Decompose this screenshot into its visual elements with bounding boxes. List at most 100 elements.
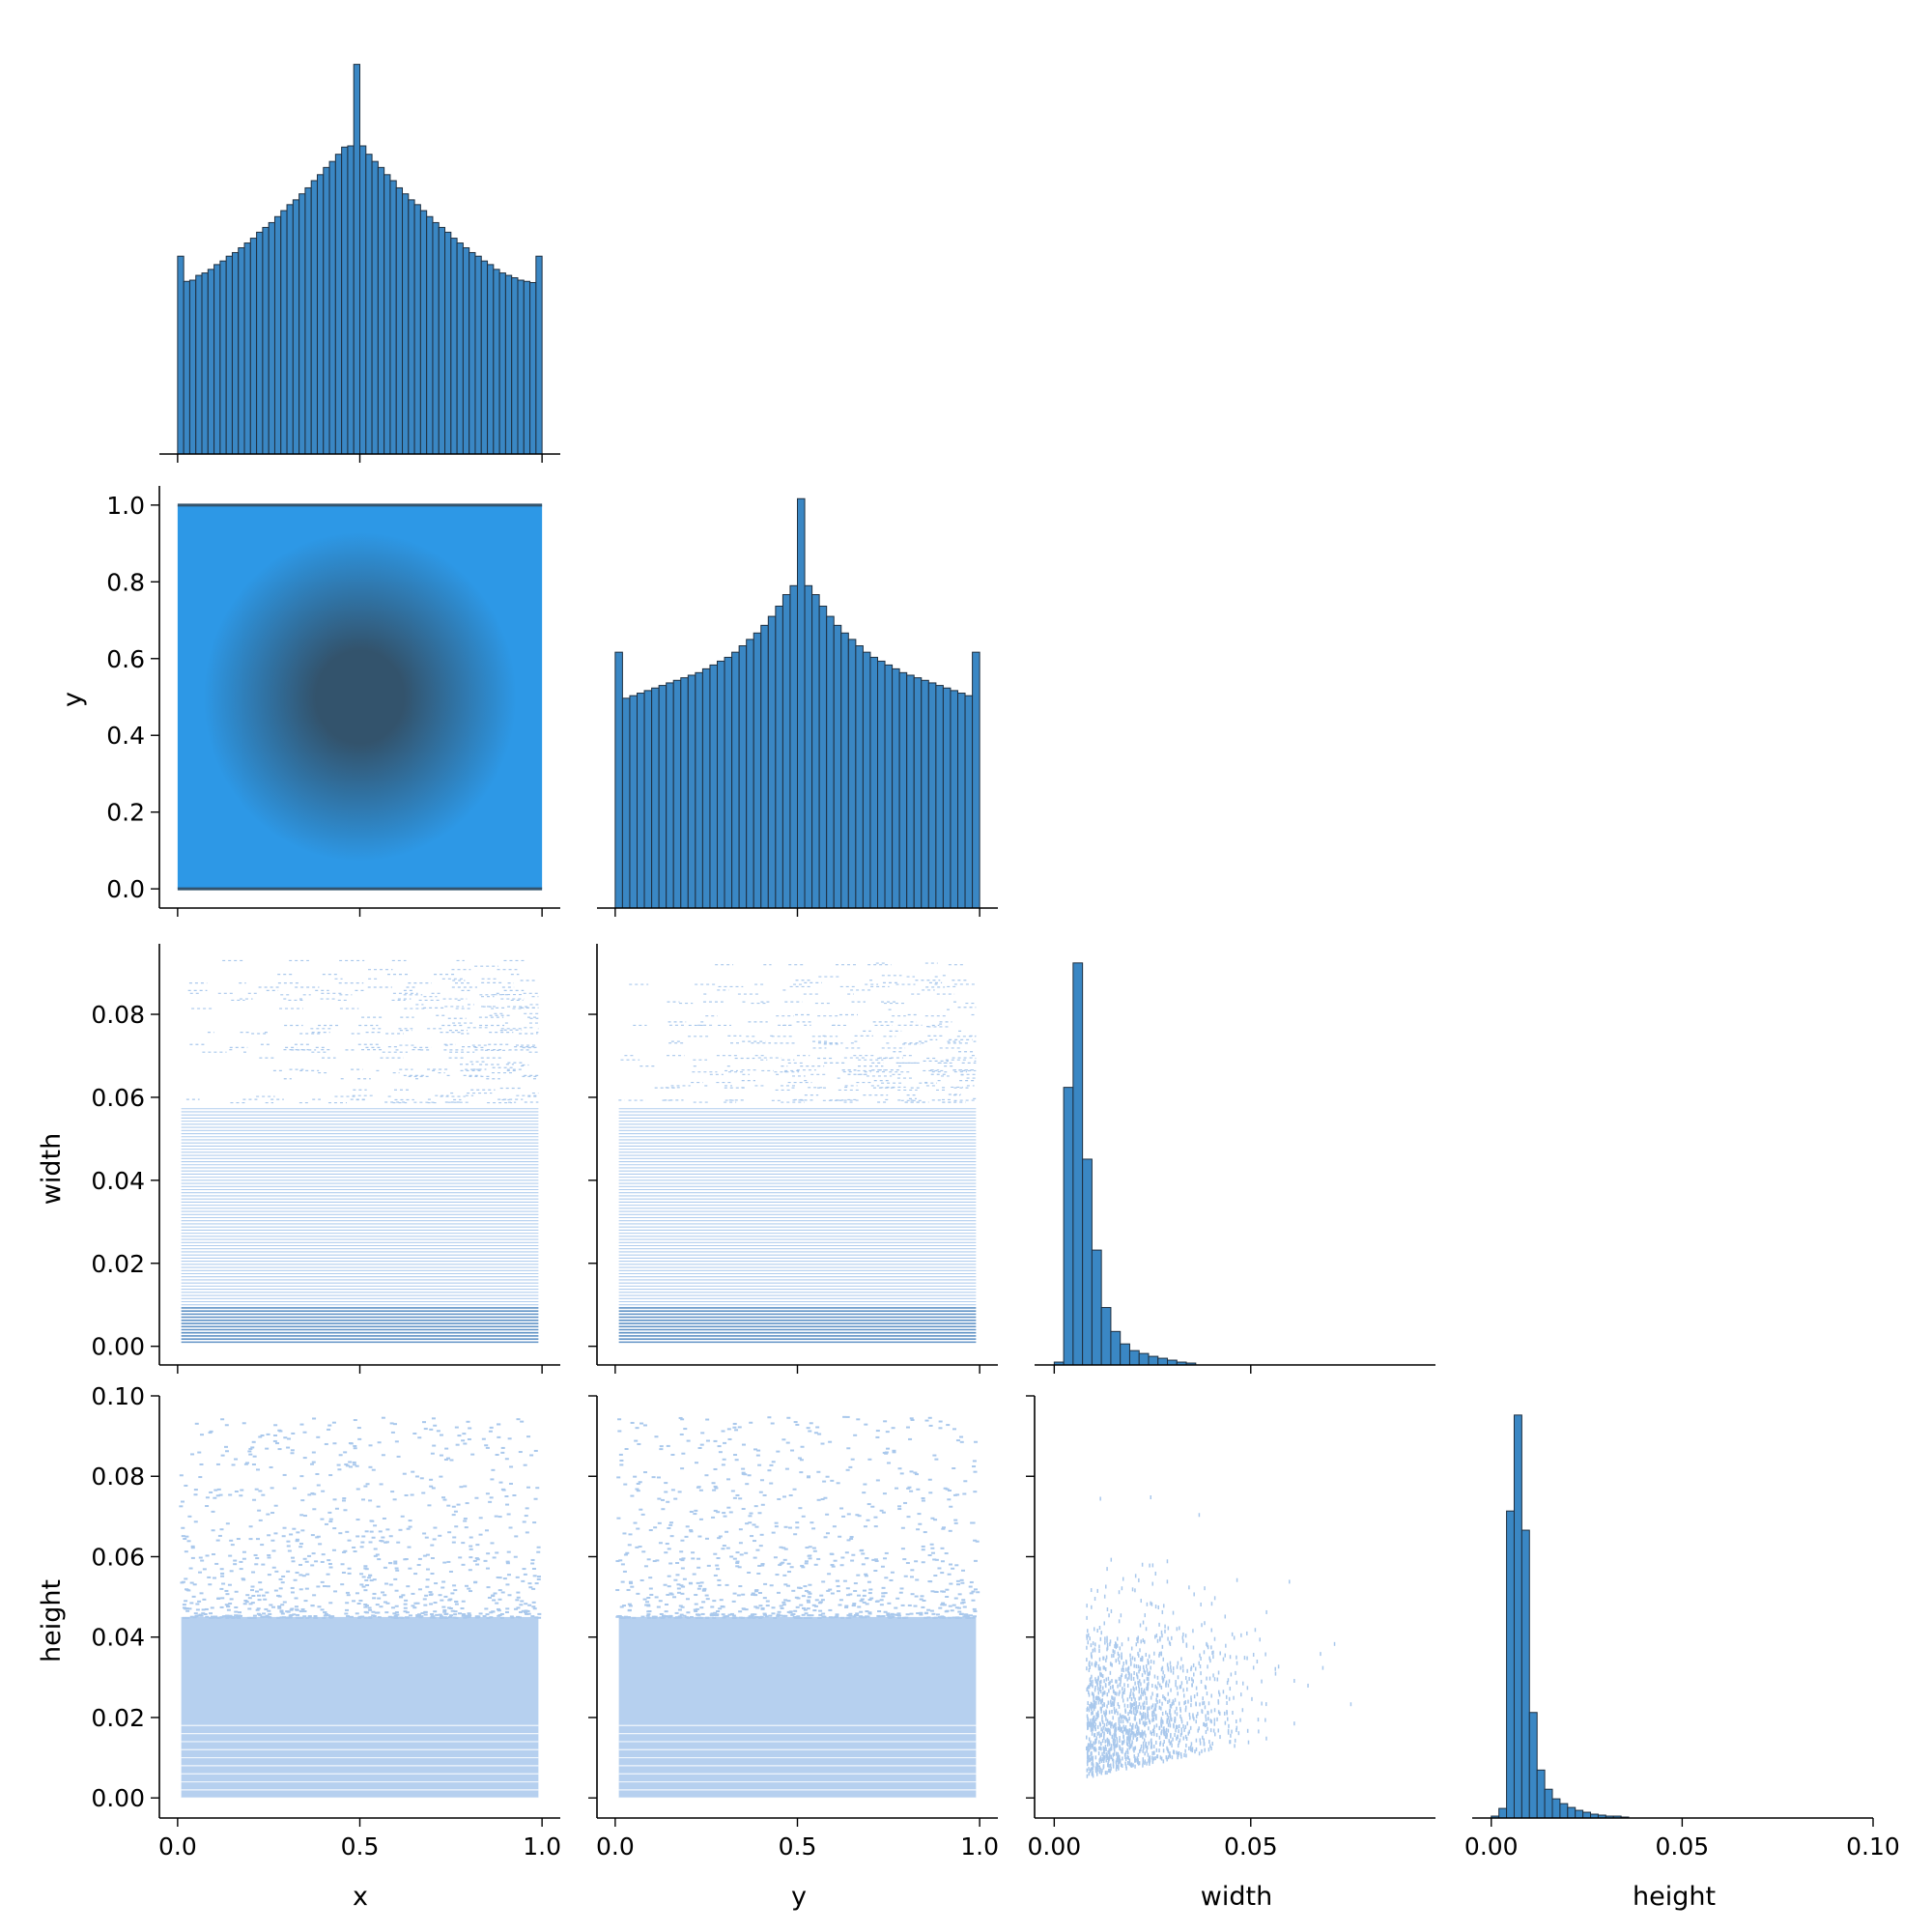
- height-vs-width-point: [1159, 1742, 1161, 1747]
- height-vs-x-point: [412, 1432, 417, 1435]
- height-vs-y-point: [955, 1616, 960, 1619]
- height-vs-width-point: [1129, 1691, 1132, 1696]
- height-vs-x-point: [313, 1616, 318, 1619]
- height-vs-y-point: [838, 1604, 842, 1606]
- height-vs-y-point: [753, 1613, 757, 1616]
- height-vs-width-point: [1125, 1750, 1127, 1755]
- height-vs-width-point: [1144, 1670, 1147, 1675]
- height-vs-width-point: [1086, 1762, 1089, 1767]
- height-vs-x-point: [251, 1463, 256, 1465]
- height-vs-y-point: [933, 1575, 938, 1577]
- height-vs-width-point: [1115, 1760, 1118, 1765]
- height-vs-width-point: [1123, 1690, 1125, 1694]
- height-vs-width-point: [1094, 1725, 1096, 1730]
- height-vs-y-point: [651, 1476, 656, 1479]
- height-vs-width-point: [1165, 1727, 1168, 1732]
- height-vs-width-point: [1265, 1736, 1267, 1741]
- height-vs-x-point: [261, 1563, 266, 1566]
- height-vs-width-point: [1209, 1728, 1212, 1733]
- height-vs-y-point: [884, 1577, 889, 1579]
- height-vs-width-point: [1136, 1674, 1139, 1679]
- height-vs-width-point: [1118, 1654, 1121, 1659]
- height-vs-x-point: [441, 1580, 446, 1583]
- height-vs-y-point: [781, 1601, 786, 1604]
- height-vs-width-point: [1243, 1656, 1246, 1661]
- height-vs-y-point: [773, 1556, 778, 1559]
- height-vs-width-point: [1118, 1619, 1121, 1624]
- height-vs-x-point: [504, 1458, 509, 1461]
- height-vs-y-point: [803, 1616, 808, 1619]
- height-vs-width-point: [1293, 1721, 1295, 1726]
- height-vs-width-point: [1213, 1708, 1216, 1713]
- height-vs-width-point: [1113, 1723, 1116, 1728]
- height-vs-y-point: [830, 1592, 835, 1595]
- height-vs-width-point: [1167, 1747, 1169, 1752]
- height-vs-width-point: [1161, 1609, 1164, 1614]
- height-vs-x-point: [311, 1451, 316, 1454]
- x-hist-bar: [249, 238, 258, 455]
- height-vs-x-point: [531, 1601, 536, 1604]
- height-vs-x-point: [342, 1550, 347, 1553]
- height-hist-bar: [1575, 1809, 1584, 1819]
- height-vs-x-point: [522, 1568, 526, 1571]
- height-vs-x-point: [276, 1594, 281, 1597]
- height-vs-y-point: [666, 1593, 670, 1596]
- x-hist-bar: [456, 242, 464, 455]
- height-vs-y-point: [811, 1604, 816, 1606]
- height-vs-width-point: [1137, 1752, 1140, 1757]
- height-vs-width-point: [1115, 1679, 1117, 1684]
- height-vs-x-point: [267, 1534, 271, 1537]
- height-vs-width-point: [1126, 1731, 1129, 1736]
- height-vs-x-point: [191, 1595, 196, 1598]
- height-vs-width-point: [1142, 1748, 1144, 1753]
- height-vs-x-point: [227, 1583, 232, 1586]
- height-vs-width-point: [1155, 1747, 1158, 1752]
- height-vs-x-point: [530, 1558, 535, 1561]
- height-vs-x-point: [328, 1520, 333, 1523]
- height-vs-width-point: [1140, 1694, 1142, 1699]
- height-vs-y-point: [846, 1539, 851, 1542]
- height-vs-width-point: [1090, 1767, 1093, 1772]
- height-vs-x-point: [523, 1573, 527, 1576]
- height-vs-x-point: [269, 1604, 273, 1606]
- height-vs-x-point: [305, 1616, 310, 1619]
- height-vs-width-point: [1231, 1632, 1234, 1636]
- height-vs-width-point: [1227, 1717, 1229, 1721]
- height-vs-width-point: [1132, 1763, 1134, 1768]
- height-vs-width-point: [1265, 1609, 1267, 1614]
- height-vs-width-point: [1150, 1745, 1152, 1749]
- height-vs-width-point: [1126, 1739, 1128, 1744]
- height-vs-width-point: [1156, 1686, 1158, 1690]
- height-vs-width-point: [1102, 1754, 1104, 1759]
- height-vs-y-point: [781, 1604, 786, 1606]
- height-vs-y-point: [956, 1606, 961, 1609]
- height-vs-x-point: [469, 1556, 473, 1559]
- height-vs-y-point: [643, 1565, 648, 1568]
- height-vs-width-point: [1103, 1722, 1106, 1727]
- height-vs-width-point: [1236, 1655, 1237, 1660]
- height-vs-width-point: [1129, 1745, 1132, 1749]
- height-vs-width-point: [1137, 1639, 1139, 1644]
- height-vs-width-point: [1180, 1727, 1182, 1732]
- height-vs-x-point: [277, 1606, 282, 1609]
- height-vs-x-point: [443, 1595, 448, 1598]
- height-vs-width-point: [1177, 1735, 1179, 1740]
- y-hist-bar: [701, 668, 711, 909]
- height-vs-width-point: [1128, 1694, 1131, 1699]
- height-vs-y-point: [779, 1614, 783, 1617]
- height-vs-width-point: [1151, 1755, 1153, 1760]
- height-vs-width-point: [1153, 1712, 1155, 1717]
- height-vs-y-point: [627, 1544, 632, 1547]
- height-vs-x-point: [182, 1604, 186, 1606]
- height-vs-x-point: [461, 1614, 466, 1617]
- height-vs-x-point: [515, 1599, 520, 1602]
- height-vs-width-point: [1108, 1758, 1110, 1763]
- height-vs-y-point: [973, 1559, 978, 1562]
- height-vs-width-point: [1144, 1720, 1146, 1725]
- height-vs-x-point: [359, 1573, 364, 1576]
- height-vs-x-point: [299, 1514, 304, 1517]
- height-vs-width-point: [1106, 1638, 1108, 1643]
- height-vs-y-point: [876, 1614, 881, 1617]
- height-vs-x-point: [423, 1604, 428, 1606]
- height-vs-x-point: [453, 1610, 458, 1613]
